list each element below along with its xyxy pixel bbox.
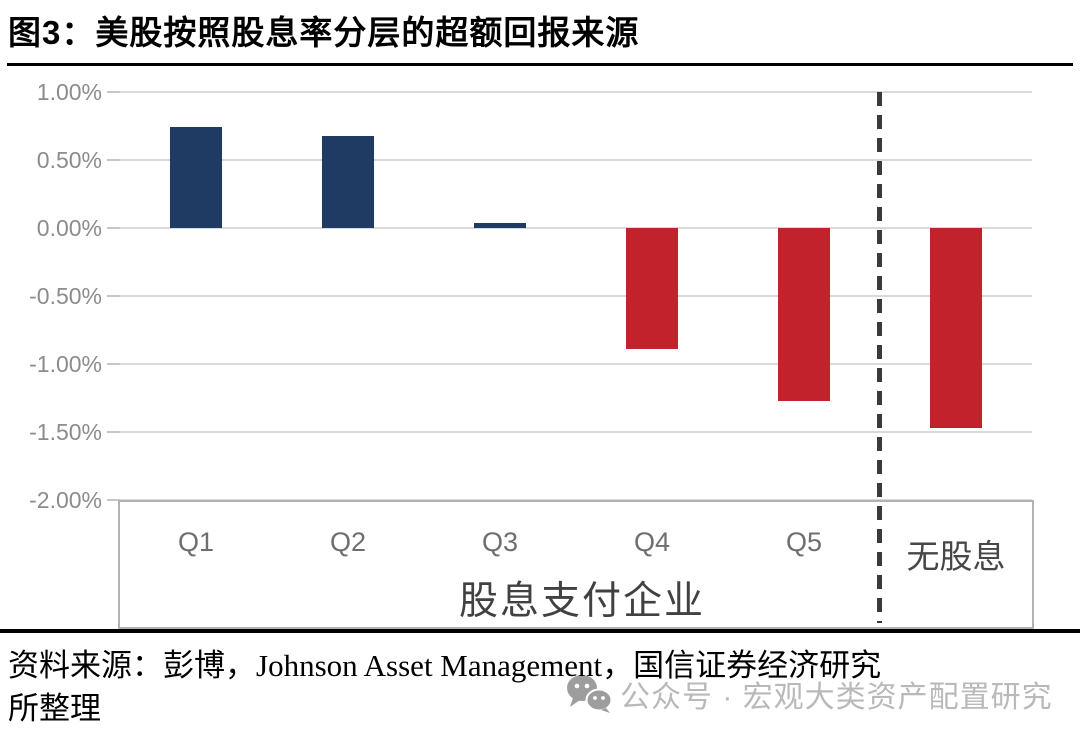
y-axis-tick [107, 227, 120, 229]
y-axis-labels: 1.00% 0.50% 0.00% -0.50% -1.00% -1.50% -2.00% [0, 79, 102, 513]
gridline [120, 227, 1032, 229]
source-text-line1: 资料来源：彭博，Johnson Asset Management，国信证券经济研… [8, 648, 882, 683]
source-text: 资料来源：彭博，Johnson Asset Management，国信证券经济研… [8, 644, 1074, 730]
x-axis-category-label: Q1 [177, 527, 215, 557]
title-separator-line [7, 63, 1073, 66]
footer-separator-line [0, 629, 1080, 633]
dashed-separator-line [877, 92, 882, 623]
gridline [120, 295, 1032, 297]
bar-Q3 [474, 222, 526, 228]
y-axis-tick [107, 499, 120, 501]
x-axis-category-label: 无股息 [906, 538, 1006, 575]
bar-Q2 [322, 135, 374, 228]
y-axis-tick-label: 0.00% [36, 215, 102, 241]
bar-Q1 [170, 127, 222, 228]
bar-Q5 [778, 228, 830, 401]
y-axis-tick [107, 363, 120, 365]
watermark-text: 公众号 · 宏观大类资产配置研究 [620, 681, 1053, 714]
bar-无股息 [930, 228, 982, 428]
y-axis-tick-label: -1.50% [29, 419, 102, 445]
x-axis-category-label: Q2 [329, 527, 367, 557]
y-axis-tick-label: -2.00% [29, 487, 102, 513]
wechat-icon [567, 675, 613, 713]
figure-title: 图3：美股按照股息率分层的超额回报来源 [8, 14, 640, 51]
y-axis-tick [107, 295, 120, 297]
plot-area [107, 91, 1032, 501]
x-axis-category-label: Q4 [633, 527, 671, 557]
gridline [120, 91, 1032, 93]
gridline [120, 431, 1032, 433]
y-axis-tick-label: 0.50% [36, 147, 102, 173]
source-text-line2: 所整理 [8, 691, 101, 726]
y-axis-tick-label: -0.50% [29, 283, 102, 309]
x-axis-group-label: 股息支付企业 [458, 580, 706, 623]
y-axis-tick [107, 431, 120, 433]
x-axis-label-box: Q1 Q2 Q3 Q4 Q5 无股息 [118, 500, 1034, 629]
bar-Q4 [626, 228, 678, 350]
y-axis-tick [107, 91, 120, 93]
watermark: 公众号 · 宏观大类资产配置研究 [566, 672, 1053, 716]
y-axis-tick-label: -1.00% [29, 351, 102, 377]
y-axis-tick [107, 159, 120, 161]
x-axis-category-label: Q3 [481, 527, 519, 557]
gridline [120, 159, 1032, 161]
x-axis-category-label: Q5 [785, 527, 823, 557]
y-axis-tick-label: 1.00% [36, 79, 102, 105]
gridline [120, 363, 1032, 365]
